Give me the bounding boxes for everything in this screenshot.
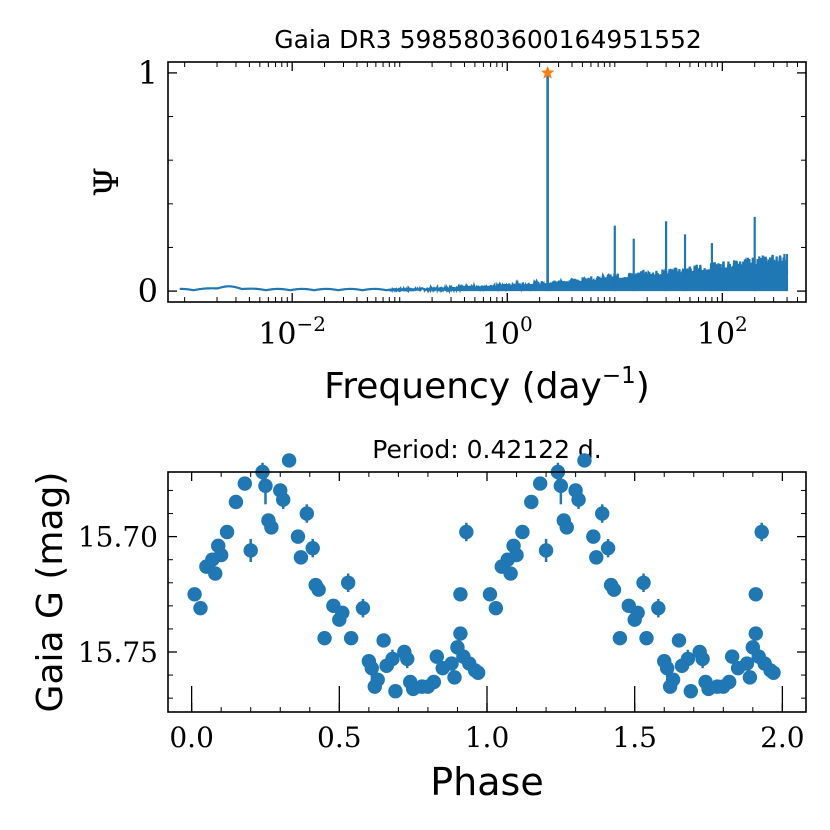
data-point <box>600 540 616 556</box>
data-point <box>385 651 400 667</box>
data-point <box>722 674 737 690</box>
y-tick-label: 0 <box>138 272 158 310</box>
data-point <box>538 543 554 558</box>
data-point <box>281 453 297 468</box>
data-point <box>213 547 229 563</box>
lightcurve-title: Period: 0.42122 d. <box>372 435 601 464</box>
data-point <box>370 672 385 687</box>
data-point <box>594 506 610 521</box>
data-point <box>636 575 651 590</box>
data-point <box>388 684 403 699</box>
data-point <box>275 492 291 507</box>
data-point <box>444 656 459 671</box>
periodogram-x-label: Frequency (day−1) <box>324 363 650 407</box>
lightcurve-axes-frame <box>167 471 807 713</box>
data-point <box>671 633 687 648</box>
data-point <box>739 656 755 671</box>
data-point <box>290 529 306 544</box>
data-point <box>586 529 601 544</box>
periodogram-title: Gaia DR3 5985803600164951552 <box>274 25 702 54</box>
data-point <box>264 520 279 535</box>
lightcurve-panel: Period: 0.42122 d. 0.0 0.5 1.0 1.5 2.0 15.70 1… <box>30 435 807 804</box>
data-point <box>343 630 359 646</box>
data-point <box>639 630 654 646</box>
data-point <box>305 540 320 556</box>
data-point <box>299 506 315 521</box>
data-point <box>228 494 244 510</box>
data-point <box>488 600 504 616</box>
x-tick-label: 1.0 <box>465 721 510 754</box>
data-point <box>577 453 592 468</box>
data-point <box>400 651 415 667</box>
data-point <box>317 630 332 646</box>
data-point <box>311 582 326 597</box>
data-point <box>364 660 380 676</box>
periodogram-y-label: Ψ <box>87 167 127 197</box>
data-point <box>553 478 569 494</box>
data-point <box>503 566 518 581</box>
periodogram-axes-frame <box>167 61 807 303</box>
data-point <box>208 566 223 581</box>
periodogram-noise-band <box>451 260 788 292</box>
data-point <box>243 543 258 558</box>
data-point <box>630 605 645 620</box>
data-point <box>429 649 444 664</box>
x-tick-label: 10−2 <box>258 312 326 352</box>
data-point <box>680 651 696 667</box>
data-point <box>742 670 758 685</box>
data-point <box>683 684 699 699</box>
y-tick-label: 1 <box>138 54 158 92</box>
y-tick-label: 15.75 <box>78 636 158 669</box>
data-point <box>258 478 273 494</box>
data-point <box>482 587 498 602</box>
data-point <box>237 476 252 491</box>
data-point <box>335 605 350 620</box>
data-point <box>524 494 539 510</box>
data-point <box>651 600 666 616</box>
data-point <box>754 524 769 540</box>
data-point <box>193 600 208 616</box>
x-tick-label: 0.5 <box>317 721 362 754</box>
data-point <box>665 672 681 687</box>
data-point <box>659 660 675 676</box>
data-point <box>219 524 235 540</box>
x-tick-label: 0.0 <box>169 721 214 754</box>
data-point <box>606 582 622 597</box>
data-point <box>515 524 530 540</box>
data-point <box>766 665 781 680</box>
data-point <box>447 670 462 685</box>
data-point <box>293 550 309 565</box>
y-tick-label: 15.70 <box>78 521 158 554</box>
data-point <box>453 626 468 641</box>
data-point <box>612 630 628 646</box>
data-point <box>453 587 468 602</box>
data-point <box>724 649 740 664</box>
x-tick-label: 1.5 <box>612 721 657 754</box>
data-point <box>376 633 391 648</box>
data-point <box>695 651 710 667</box>
data-point <box>355 600 371 616</box>
data-point <box>509 547 524 563</box>
peak-star-marker <box>540 65 555 79</box>
data-point <box>748 587 763 602</box>
data-point <box>470 665 486 680</box>
lightcurve-x-label: Phase <box>430 760 543 804</box>
data-point <box>459 524 474 540</box>
data-point <box>748 626 763 641</box>
lightcurve-y-label: Gaia G (mag) <box>30 472 71 713</box>
x-tick-label: 102 <box>697 312 748 352</box>
data-point <box>187 587 202 602</box>
data-point <box>589 550 604 565</box>
x-tick-label: 2.0 <box>760 721 805 754</box>
data-point <box>426 674 442 690</box>
periodogram-panel: Gaia DR3 5985803600164951552 10−2 100 102 0… <box>87 25 807 407</box>
x-tick-label: 100 <box>482 312 533 352</box>
data-point <box>340 575 356 590</box>
data-point <box>571 492 586 507</box>
data-point <box>532 476 548 491</box>
data-point <box>559 520 574 535</box>
